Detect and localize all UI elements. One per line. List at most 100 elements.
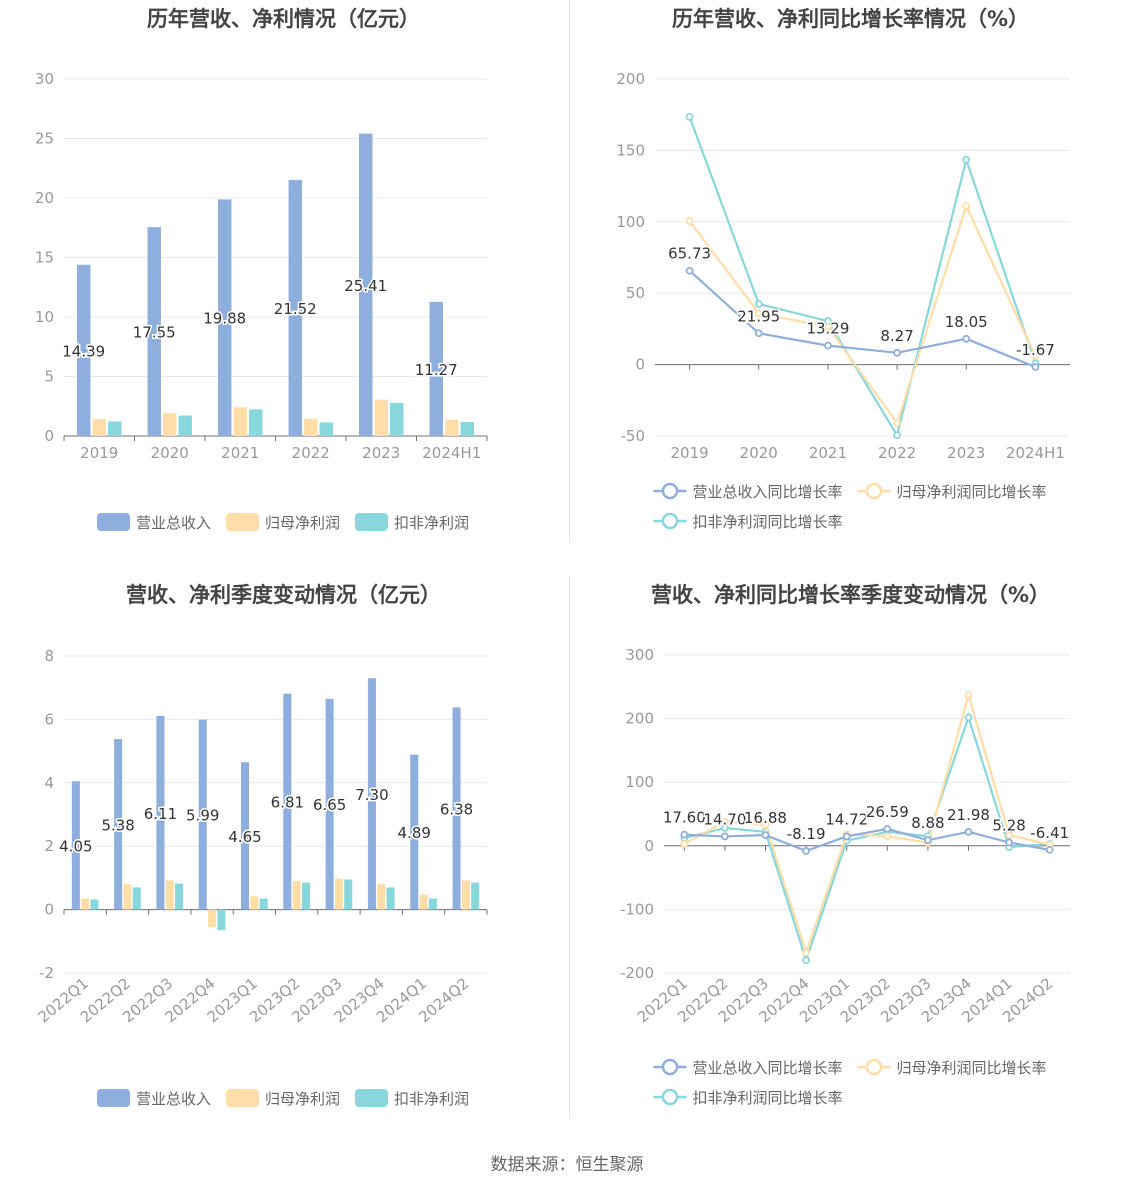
data-label: 11.27 <box>415 361 458 379</box>
data-label: 17.60 <box>663 809 706 827</box>
line-point <box>883 824 892 833</box>
line-point <box>1005 838 1014 847</box>
line-point <box>802 948 811 957</box>
data-label: 7.30 <box>355 786 388 804</box>
line-series-1 <box>684 827 1050 853</box>
legend-label: 营业总收入 <box>136 1090 211 1108</box>
bar-deducted-profit <box>319 422 333 436</box>
bar-revenue <box>77 264 91 436</box>
line-point <box>964 827 973 836</box>
bar-revenue <box>359 133 373 436</box>
data-label: 6.81 <box>271 794 304 812</box>
bar-net-profit <box>377 884 386 910</box>
bar-revenue <box>288 179 302 437</box>
x-tick-label: 2023 <box>947 444 985 462</box>
legend-label: 扣非净利润 <box>394 514 469 532</box>
chart-quarterly-growth: 营收、净利同比增长率季度变动情况（%） -200 -100 0 100 200 300 202… <box>567 576 1134 1152</box>
data-label: 6.38 <box>440 800 473 818</box>
legend-swatch-marker <box>865 1058 883 1076</box>
data-label: 5.28 <box>992 816 1025 834</box>
chart-title: 营收、净利季度变动情况（亿元） <box>126 583 441 607</box>
data-label: 4.89 <box>398 824 431 842</box>
bar-net-profit <box>461 880 470 910</box>
y-tick-label: 15 <box>35 249 54 267</box>
line-point <box>802 956 811 965</box>
legend-swatch-marker <box>865 482 883 500</box>
line-point <box>883 832 892 841</box>
line-point <box>802 847 811 855</box>
legend-swatch <box>97 1089 130 1107</box>
legend-swatch <box>97 513 130 531</box>
bar-revenue <box>114 739 123 910</box>
y-tick-label: 0 <box>44 901 54 919</box>
bar-revenue <box>410 754 419 910</box>
data-label: 14.72 <box>825 810 868 828</box>
y-tick-label: 25 <box>35 130 54 148</box>
y-tick-label: 0 <box>644 837 654 855</box>
bar-net-profit <box>81 898 90 910</box>
legend-label: 归母净利润 <box>265 514 340 532</box>
legend-label: 归母净利润 <box>265 1090 340 1108</box>
y-tick-label: 6 <box>44 710 54 728</box>
bar-revenue <box>367 678 376 910</box>
line-point <box>824 322 832 331</box>
line-point <box>923 836 932 845</box>
legend-label: 扣非净利润同比增长率 <box>693 513 843 531</box>
data-label: 17.55 <box>133 324 176 342</box>
legend-swatch-marker <box>661 482 679 500</box>
legend-label: 营业总收入 <box>136 514 211 532</box>
line-point <box>1031 363 1040 371</box>
bar-revenue <box>71 781 80 910</box>
bar-deducted-profit <box>259 898 268 910</box>
bar-net-profit <box>208 909 217 928</box>
bar-deducted-profit <box>471 882 480 910</box>
chart-title: 历年营收、净利同比增长率情况（%） <box>672 7 1029 31</box>
bar-net-profit <box>304 418 318 436</box>
bar-net-profit <box>163 413 177 436</box>
line-point <box>962 334 971 343</box>
line-series-3 <box>688 116 1037 439</box>
y-tick-label: 10 <box>35 308 54 326</box>
y-tick-label: 4 <box>44 774 54 792</box>
line-point <box>761 831 770 839</box>
data-label: 4.65 <box>228 828 261 846</box>
line-point <box>754 300 763 308</box>
data-label: 19.88 <box>203 310 246 328</box>
bar-deducted-profit <box>175 883 184 910</box>
chart-quarterly-growth-svg: 营收、净利同比增长率季度变动情况（%）-200-1000100200300202… <box>620 583 1071 1107</box>
line-point <box>685 217 694 225</box>
line-point <box>680 839 689 848</box>
y-tick-label: -2 <box>39 964 54 982</box>
y-tick-label: 150 <box>616 141 645 159</box>
chart-title: 营收、净利同比增长率季度变动情况（%） <box>651 583 1050 607</box>
bar-net-profit <box>123 884 132 910</box>
line-point <box>824 341 832 350</box>
legend-label: 扣非净利润 <box>394 1090 469 1108</box>
line-point <box>761 820 770 829</box>
legend-swatch <box>226 513 259 531</box>
bar-deducted-profit <box>428 898 437 910</box>
y-tick-label: -50 <box>621 427 646 445</box>
data-label: -8.19 <box>787 825 826 843</box>
y-tick-label: 0 <box>635 356 645 374</box>
line-point <box>754 309 763 318</box>
data-label: 16.88 <box>744 809 787 827</box>
y-tick-label: 8 <box>44 647 54 665</box>
bar-deducted-profit <box>178 415 192 436</box>
bar-deducted-profit <box>344 879 353 910</box>
bar-revenue <box>147 227 161 436</box>
divider-top <box>569 0 570 542</box>
y-tick-label: 0 <box>44 427 54 445</box>
chart-annual-bars: 历年营收、净利情况（亿元） 0 5 10 15 20 25 30 2019 2020 2021 202… <box>0 0 567 576</box>
bar-revenue <box>156 715 165 910</box>
line-point <box>962 202 971 210</box>
data-label: 18.05 <box>945 313 988 331</box>
data-label: 26.59 <box>866 803 909 821</box>
data-label: 14.39 <box>62 342 105 360</box>
x-tick-label: 2022 <box>878 444 916 462</box>
data-label: 13.29 <box>806 320 849 338</box>
x-tick-label: 2020 <box>740 444 778 462</box>
y-tick-label: 30 <box>35 70 54 88</box>
bar-net-profit <box>165 880 174 910</box>
chart-annual-growth-svg: 历年营收、净利同比增长率情况（%） -50 0 50 100 150 200 2019 2020… <box>616 7 1070 531</box>
